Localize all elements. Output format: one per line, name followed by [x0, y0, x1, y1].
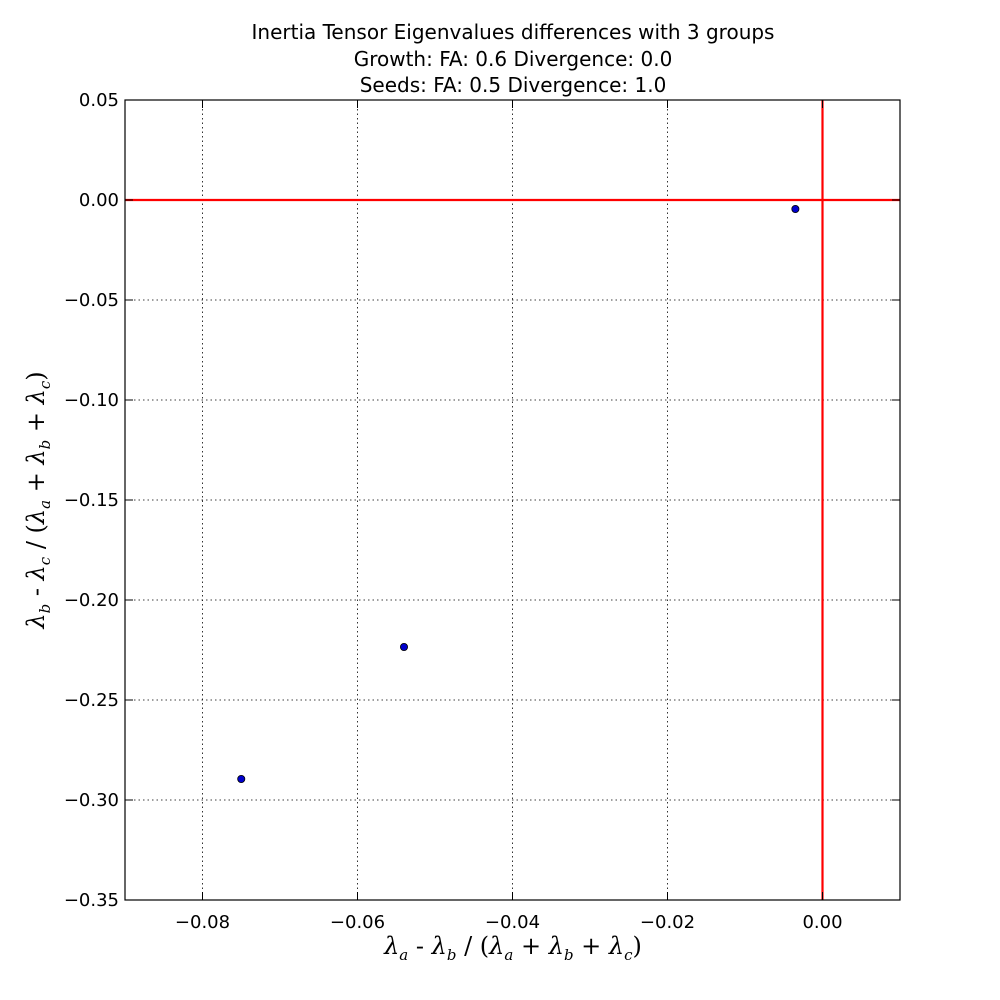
title-line-3: Seeds: FA: 0.5 Divergence: 1.0: [360, 73, 667, 97]
x-tick-label: −0.06: [330, 912, 385, 933]
y-tick-label: 0.05: [79, 90, 119, 111]
x-axis-ticks: −0.08 −0.06 −0.04 −0.02 0.00: [175, 100, 843, 933]
reference-lines: [125, 100, 900, 900]
y-tick-label: −0.20: [64, 590, 119, 611]
x-tick-label: −0.02: [640, 912, 695, 933]
y-tick-label: −0.05: [64, 290, 119, 311]
data-points: [237, 204, 800, 784]
y-tick-label: −0.30: [64, 790, 119, 811]
y-tick-label: −0.15: [64, 490, 119, 511]
y-tick-label: −0.25: [64, 690, 119, 711]
scatter-point: [237, 775, 246, 784]
x-tick-label: −0.08: [175, 912, 230, 933]
y-axis-ticks: 0.05 0.00 −0.05 −0.10 −0.15 −0.20 −0.25 −0.30 −0…: [64, 90, 900, 911]
chart-title: Inertia Tensor Eigenvalues differences w…: [252, 20, 775, 97]
scatter-point: [399, 643, 408, 652]
x-axis-label: λa - λb / (λa + λb + λc): [383, 932, 642, 964]
y-tick-label: −0.10: [64, 390, 119, 411]
title-line-2: Growth: FA: 0.6 Divergence: 0.0: [354, 47, 673, 71]
y-tick-label: −0.35: [64, 890, 119, 911]
title-line-1: Inertia Tensor Eigenvalues differences w…: [252, 20, 775, 44]
scatter-point: [791, 204, 800, 213]
y-tick-label: 0.00: [79, 190, 119, 211]
x-tick-label: −0.04: [485, 912, 540, 933]
y-axis-label: λb - λc / (λa + λb + λc): [22, 371, 54, 629]
x-tick-label: 0.00: [802, 912, 842, 933]
